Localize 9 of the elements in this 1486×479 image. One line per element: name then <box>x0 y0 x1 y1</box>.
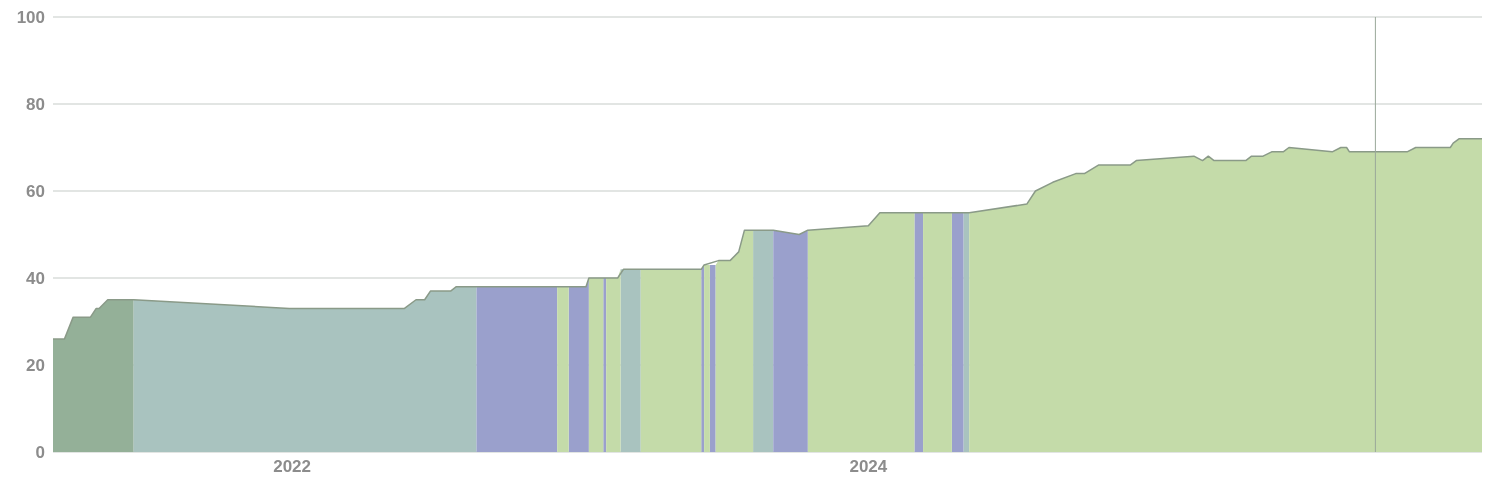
x-tick-label: 2024 <box>849 457 888 477</box>
x-tick-label: 2022 <box>273 457 312 477</box>
y-tick-label: 100 <box>16 8 45 28</box>
line-series <box>53 138 1482 340</box>
y-tick-label: 40 <box>26 269 45 289</box>
y-tick-label: 60 <box>26 182 45 202</box>
y-tick-label: 20 <box>26 356 45 376</box>
y-tick-label: 0 <box>35 443 45 463</box>
y-tick-label: 80 <box>26 95 45 115</box>
